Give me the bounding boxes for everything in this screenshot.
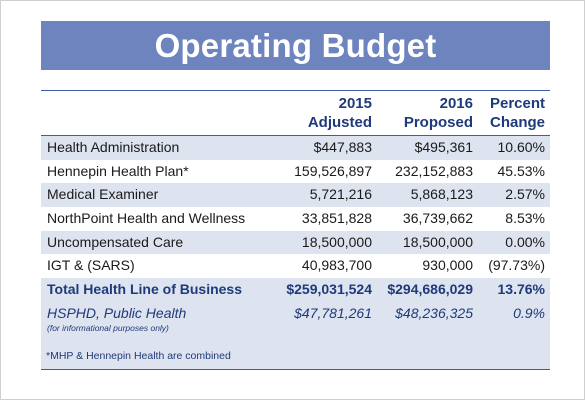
change-value: 2.57%	[505, 186, 545, 203]
hsphd-change: 0.9%	[513, 304, 545, 321]
header-2016-proposed: 2016 Proposed	[403, 95, 473, 131]
proposed-value: $495,361	[414, 139, 473, 155]
footnote-row: *MHP & Hennepin Health are combined	[41, 338, 550, 370]
row-label: Health Administration	[47, 139, 180, 155]
change-value: 8.53%	[505, 210, 545, 227]
table-row: IGT & (SARS) 40,983,700 930,000 (97.73%)	[41, 254, 550, 278]
total-change: 13.76%	[497, 281, 545, 298]
table-row: NorthPoint Health and Wellness 33,851,82…	[41, 207, 550, 231]
row-label: Medical Examiner	[47, 186, 159, 203]
title-banner: Operating Budget	[41, 21, 550, 70]
adjusted-value: 18,500,000	[301, 233, 372, 250]
table-row: Health Administration $447,883 $495,361 …	[41, 136, 550, 160]
row-label: NorthPoint Health and Wellness	[47, 210, 246, 227]
hsphd-adjusted: $47,781,261	[294, 304, 372, 321]
page-title: Operating Budget	[154, 26, 437, 64]
row-label: Uncompensated Care	[47, 233, 184, 250]
proposed-value: 5,868,123	[410, 186, 473, 203]
table-row: Medical Examiner 5,721,216 5,868,123 2.5…	[41, 183, 550, 208]
change-value: 45.53%	[497, 162, 545, 179]
footnote: *MHP & Hennepin Health are combined	[46, 349, 231, 362]
total-label: Total Health Line of Business	[47, 281, 242, 298]
hsphd-proposed: $48,236,325	[395, 304, 473, 321]
total-row: Total Health Line of Business $259,031,5…	[41, 278, 550, 302]
header-percent-change: Percent Change	[489, 95, 545, 131]
change-value: (97.73%)	[488, 257, 545, 274]
header-2015-adjusted: 2015 Adjusted	[307, 95, 372, 131]
table-header: 2015 Adjusted 2016 Proposed Percent Chan…	[41, 91, 550, 136]
adjusted-value: 40,983,700	[301, 257, 372, 274]
proposed-value: 930,000	[422, 257, 473, 274]
table-row: Uncompensated Care 18,500,000 18,500,000…	[41, 230, 550, 255]
adjusted-value: 159,526,897	[294, 162, 372, 179]
hsphd-sublabel: (for informational purposes only)	[47, 322, 169, 333]
total-adjusted: $259,031,524	[286, 281, 372, 298]
table-row: Hennepin Health Plan* 159,526,897 232,15…	[41, 160, 550, 184]
budget-table: 2015 Adjusted 2016 Proposed Percent Chan…	[41, 90, 550, 370]
row-label: IGT & (SARS)	[47, 257, 135, 274]
adjusted-value: $447,883	[313, 139, 372, 155]
proposed-value: 232,152,883	[395, 162, 473, 179]
adjusted-value: 5,721,216	[309, 186, 372, 203]
hsphd-label: HSPHD, Public Health	[47, 304, 187, 321]
proposed-value: 36,739,662	[402, 210, 473, 227]
change-value: 10.60%	[497, 139, 545, 155]
hsphd-row: HSPHD, Public Health (for informational …	[41, 301, 550, 339]
total-proposed: $294,686,029	[387, 281, 473, 298]
row-label: Hennepin Health Plan*	[47, 162, 189, 179]
adjusted-value: 33,851,828	[301, 210, 372, 227]
proposed-value: 18,500,000	[402, 233, 473, 250]
change-value: 0.00%	[505, 233, 545, 250]
